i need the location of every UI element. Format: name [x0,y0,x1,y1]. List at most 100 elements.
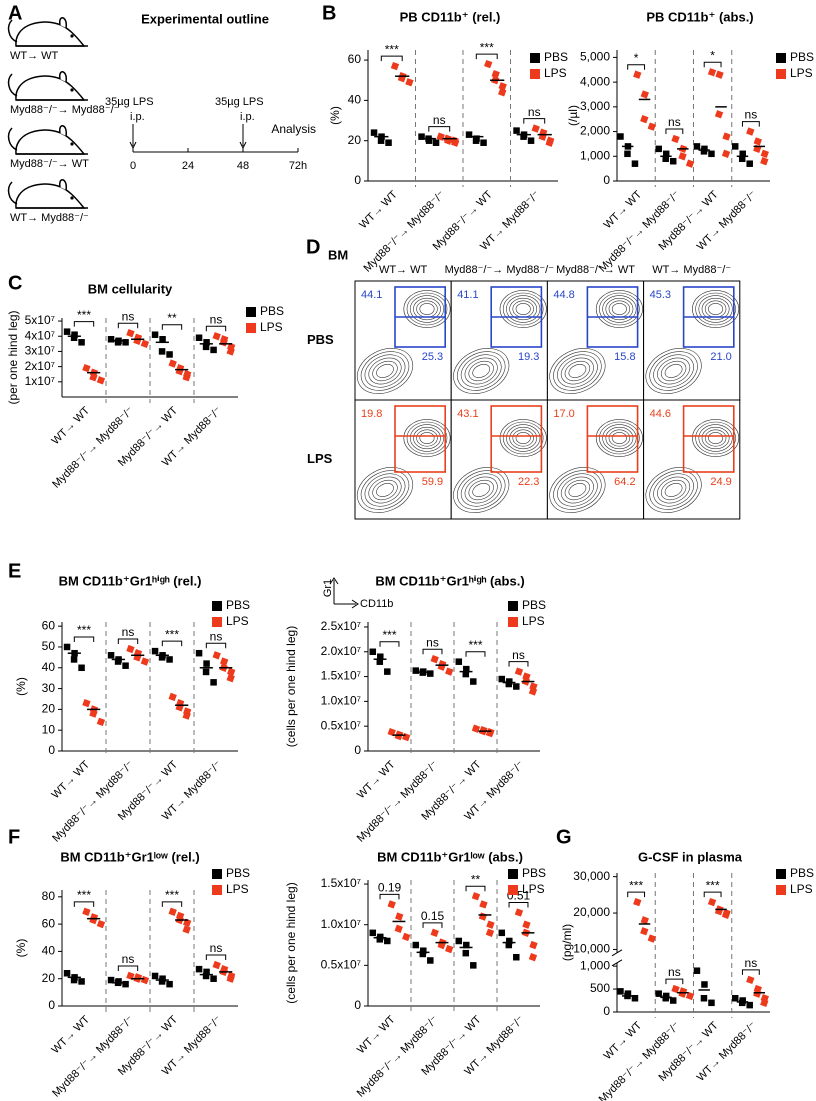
flow-plot-frame [643,399,741,520]
contour [499,290,547,328]
contour [406,292,448,326]
data-point [760,149,769,158]
data-point [479,900,488,909]
chart-title: PB CD11b⁺ (abs.) [646,9,753,24]
legend-swatch [212,869,222,879]
data-point [369,648,377,656]
data-point [455,937,463,945]
data-point [96,376,106,385]
gate-upper-value: 45.3 [650,289,671,301]
x-tick-label: Myd88⁻/⁻→ Myd88⁻/⁻ [355,759,441,845]
flow-row-label: LPS [307,451,333,466]
significance-label: *** [385,42,399,56]
contour [599,292,640,326]
legend-label: LPS [790,882,813,896]
data-point [158,348,166,355]
data-point [203,339,210,346]
significance-label: ns [122,952,135,966]
significance-label: ns [210,312,223,326]
contour [509,426,538,450]
contour [409,424,445,452]
contour [568,483,587,497]
data-point [387,727,396,737]
contour [692,290,740,328]
contour [456,351,506,391]
contour [453,348,510,394]
y-tick-label: 0 [603,1004,610,1018]
contour [564,479,591,501]
contour [453,467,510,513]
mouse-tail [7,127,18,151]
legend-label: LPS [522,882,545,896]
significance-label: ns [745,956,758,970]
data-point [412,941,420,949]
significance-label: ns [528,105,541,119]
significance-label: *** [77,308,91,322]
data-point [126,329,135,338]
data-point [430,928,439,938]
significance-label: * [710,48,715,62]
panel-label: F [8,826,20,848]
data-point [89,709,98,718]
gate-upper-value: 44.8 [553,289,574,301]
data-point [420,947,427,954]
y-tick-label: 0 [48,743,55,757]
x-tick-label: Myd88⁻/⁻→ Myd88⁻/⁻ [50,759,136,845]
significance-bracket [117,638,139,645]
significance-label: ** [471,872,481,886]
data-point [685,159,695,168]
data-point [369,929,377,937]
data-point [63,643,71,651]
legend-label: LPS [790,66,813,80]
legend-label: PBS [226,866,250,880]
data-point [220,657,229,666]
legend-label: PBS [790,866,814,880]
data-point [107,336,115,343]
data-point [122,339,129,346]
data-point [107,976,115,984]
significance-bracket [205,954,227,961]
legend-label: LPS [544,66,567,80]
legend-swatch [212,601,222,611]
data-point [746,975,755,985]
y-tick-label: 0 [48,998,55,1012]
contour [464,476,498,504]
data-point [402,732,411,742]
data-point [722,132,731,141]
data-point [520,133,527,140]
panel-label: E [8,560,21,582]
y-tick-label: 20 [42,702,56,716]
gate-lower-value: 25.3 [422,351,443,363]
contour [649,470,698,510]
data-point [640,90,649,99]
contour [557,354,598,388]
chart-title: BM CD11b⁺Gr1ˡᵒʷ (rel.) [60,849,199,864]
contour [413,297,441,321]
data-point [671,984,680,994]
data-point [390,61,400,71]
data-point [529,940,538,950]
y-tick-label: 0 [354,173,361,187]
contour [653,473,694,507]
data-point [708,999,715,1007]
x-tick-label: WT→ WT [355,1013,398,1056]
contour [472,364,491,378]
contour [468,360,494,382]
flow-column-label: WT→ Myd88⁻/⁻ [652,264,731,276]
data-point [202,972,210,980]
data-point [159,336,166,343]
data-point [158,654,166,661]
contour [549,467,606,513]
contour [464,357,498,385]
gate-lower-value: 15.8 [614,351,635,363]
legend-swatch [776,53,786,63]
x-tick-label: WT→ WT [357,188,400,231]
flow-tissue: BM [328,247,348,262]
contour [368,357,402,385]
contour [595,419,643,457]
data-point [480,139,487,146]
y-axis-label: (%) [328,106,342,125]
data-point [182,373,191,382]
data-point [662,150,670,158]
data-point [513,683,520,690]
